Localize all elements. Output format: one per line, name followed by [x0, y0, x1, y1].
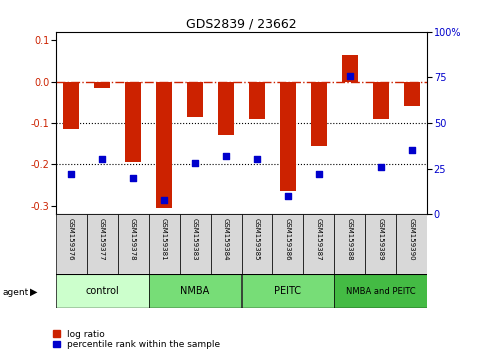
- Bar: [211, 214, 242, 274]
- Text: GSM159376: GSM159376: [68, 218, 74, 261]
- Bar: [125, 81, 141, 162]
- Point: [346, 73, 354, 79]
- Point: [253, 156, 261, 162]
- Bar: [249, 81, 265, 119]
- Bar: [156, 81, 172, 208]
- Bar: [56, 274, 149, 308]
- Point: [408, 148, 416, 153]
- Title: GDS2839 / 23662: GDS2839 / 23662: [186, 18, 297, 31]
- Text: NMBA: NMBA: [180, 286, 210, 296]
- Bar: [94, 81, 110, 88]
- Point: [98, 156, 106, 162]
- Text: GSM159390: GSM159390: [409, 218, 415, 261]
- Text: GSM159378: GSM159378: [130, 218, 136, 261]
- Text: GSM159389: GSM159389: [378, 218, 384, 261]
- Text: GSM159383: GSM159383: [192, 218, 198, 261]
- Bar: [86, 214, 117, 274]
- Text: GSM159385: GSM159385: [254, 218, 260, 261]
- Text: GSM159388: GSM159388: [347, 218, 353, 261]
- Text: PEITC: PEITC: [274, 286, 301, 296]
- Point: [191, 160, 199, 166]
- Bar: [280, 81, 296, 192]
- Bar: [404, 81, 420, 107]
- Text: control: control: [85, 286, 119, 296]
- Bar: [117, 214, 149, 274]
- Bar: [342, 55, 358, 81]
- Bar: [149, 274, 242, 308]
- Text: ▶: ▶: [30, 287, 38, 297]
- Bar: [63, 81, 79, 129]
- Bar: [218, 81, 234, 136]
- Point: [129, 175, 137, 181]
- Point: [67, 171, 75, 177]
- Bar: [311, 81, 327, 146]
- Point: [160, 197, 168, 202]
- Point: [222, 153, 230, 159]
- Bar: [373, 81, 389, 119]
- Bar: [187, 81, 203, 117]
- Text: GSM159387: GSM159387: [316, 218, 322, 261]
- Text: GSM159384: GSM159384: [223, 218, 229, 261]
- Bar: [180, 214, 211, 274]
- Bar: [303, 214, 334, 274]
- Point: [377, 164, 385, 170]
- Bar: [334, 274, 427, 308]
- Bar: [366, 214, 397, 274]
- Text: GSM159377: GSM159377: [99, 218, 105, 261]
- Bar: [272, 214, 303, 274]
- Text: GSM159381: GSM159381: [161, 218, 167, 261]
- Bar: [242, 214, 272, 274]
- Bar: [56, 214, 86, 274]
- Bar: [397, 214, 427, 274]
- Bar: [334, 214, 366, 274]
- Bar: [242, 274, 334, 308]
- Legend: log ratio, percentile rank within the sample: log ratio, percentile rank within the sa…: [53, 330, 220, 349]
- Text: GSM159386: GSM159386: [285, 218, 291, 261]
- Point: [284, 193, 292, 199]
- Bar: [149, 214, 180, 274]
- Point: [315, 171, 323, 177]
- Text: NMBA and PEITC: NMBA and PEITC: [346, 287, 416, 296]
- Text: agent: agent: [2, 287, 28, 297]
